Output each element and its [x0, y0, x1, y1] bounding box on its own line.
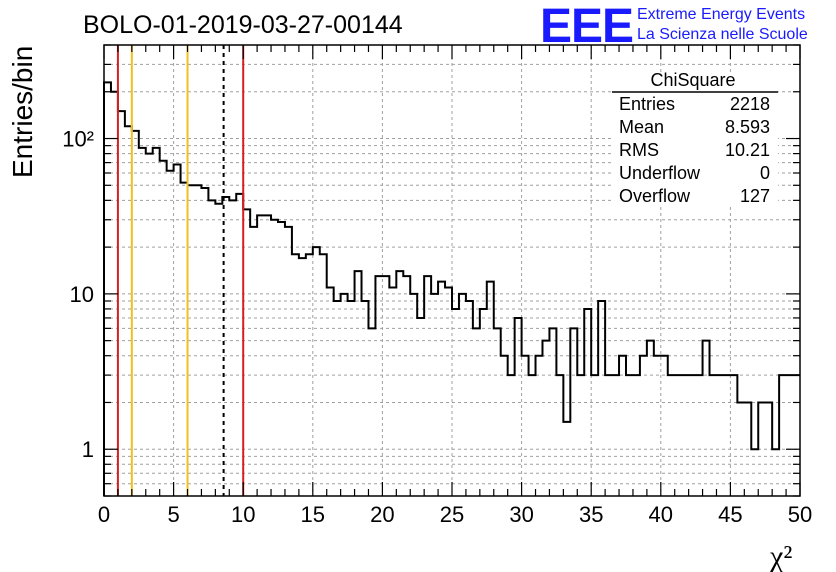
x-tick-label: 50 — [788, 502, 812, 527]
stats-box-bg — [612, 72, 778, 206]
histogram-step-line — [103, 81, 800, 496]
axes: 0 5 10 15 20 25 30 35 40 45 50 1 10 10² — [62, 44, 812, 527]
stats-label-mean: Mean — [619, 117, 664, 137]
x-tick-label: 45 — [718, 502, 742, 527]
stats-value-rms: 10.21 — [725, 140, 770, 160]
stats-value-mean: 8.593 — [725, 117, 770, 137]
stats-label-underflow: Underflow — [619, 163, 701, 183]
x-tick-label: 10 — [231, 502, 255, 527]
y-axis-label: Entries/bin — [7, 46, 38, 178]
stats-value-overflow: 127 — [740, 186, 770, 206]
x-axis-label: χ² — [769, 540, 792, 572]
x-tick-label: 35 — [579, 502, 603, 527]
stats-label-rms: RMS — [619, 140, 659, 160]
logo-letters: EEE — [540, 0, 633, 53]
x-tick-label: 30 — [509, 502, 533, 527]
x-tick-label: 5 — [167, 502, 179, 527]
y-tick-label: 10 — [70, 282, 94, 307]
y-tick-label: 10² — [62, 127, 94, 152]
stats-box-title: ChiSquare — [650, 70, 735, 90]
stats-label-overflow: Overflow — [619, 186, 691, 206]
reference-lines — [116, 45, 245, 496]
stats-label-entries: Entries — [619, 94, 675, 114]
x-tick-label: 15 — [301, 502, 325, 527]
logo-line1: Extreme Energy Events — [637, 6, 805, 23]
stats-value-entries: 2218 — [730, 94, 770, 114]
chart-title: BOLO-01-2019-03-27-00144 — [83, 11, 403, 39]
x-tick-label: 20 — [370, 502, 394, 527]
logo-line2: La Scienza nelle Scuole — [637, 26, 808, 43]
x-tick-label: 25 — [440, 502, 464, 527]
grid — [104, 44, 800, 497]
y-tick-label: 1 — [82, 437, 94, 462]
stats-value-underflow: 0 — [760, 163, 770, 183]
eee-logo: EEE Extreme Energy Events La Scienza nel… — [540, 0, 808, 53]
x-tick-label: 0 — [98, 502, 110, 527]
x-tick-label: 40 — [649, 502, 673, 527]
stats-box: ChiSquare Entries 2218 Mean 8.593 RMS 10… — [612, 70, 778, 206]
histogram-bars — [103, 81, 800, 496]
